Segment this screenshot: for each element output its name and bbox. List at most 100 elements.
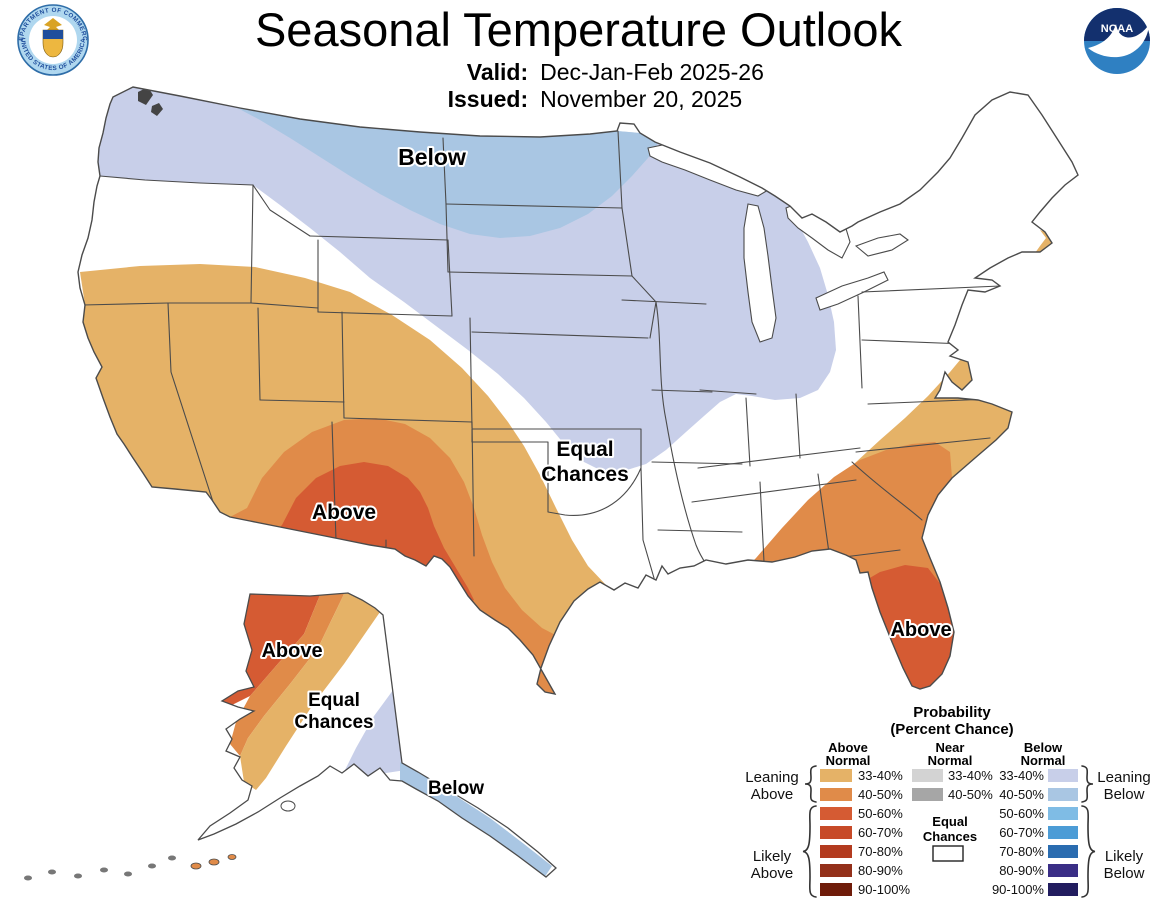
range-near-40-50: 40-50% [948,787,993,802]
range-below-60-70: 60-70% [999,825,1044,840]
doc-seal-eagle [44,18,62,31]
brace-likely-above [802,805,817,898]
noaa-logo-icon: NOAA [1084,8,1150,74]
brace-leaning-above [804,765,817,803]
range-below-40-50: 40-50% [999,787,1044,802]
swatch-above-50-60 [820,807,852,820]
range-above-80-90: 80-90% [858,863,903,878]
legend-near-rows: 33-40% 40-50% [912,768,993,802]
ak-below-40-50-panhandle-region [400,762,552,877]
swatch-below-60-70 [1048,826,1078,839]
legend-col-near-line2: Normal [928,753,973,768]
label-ak-equal-line1: Equal [308,690,360,711]
valid-row: Valid: Dec-Jan-Feb 2025-26 [436,59,764,85]
ak-below-33-40-region [340,686,406,780]
legend-col-below-line2: Normal [1021,753,1066,768]
swatch-above-33-40 [820,769,852,782]
swatch-above-80-90 [820,864,852,877]
label-ak-above: Above [261,640,322,662]
page-title: Seasonal Temperature Outlook [254,3,903,56]
swatch-below-80-90 [1048,864,1078,877]
legend-leaning-below-line2: Below [1104,786,1145,803]
range-below-33-40: 33-40% [999,768,1044,783]
range-above-90-100: 90-100% [858,882,910,897]
conus-above-33-40-region [80,230,1052,694]
label-conus-above-sw: Above [312,501,376,524]
brace-leaning-below [1081,765,1094,803]
state-boundaries [82,130,1015,579]
noaa-logo-text: NOAA [1101,23,1133,35]
label-ak-below: Below [428,778,484,799]
range-near-33-40: 33-40% [948,768,993,783]
legend-likely-below-line2: Below [1104,865,1145,882]
legend-leaning-below-line1: Leaning [1097,769,1150,786]
label-conus-equal-line1: Equal [556,438,613,461]
swatch-above-70-80 [820,845,852,858]
swatch-above-60-70 [820,826,852,839]
swatch-near-40-50 [912,788,943,801]
lake-michigan [743,203,777,343]
legend-below-rows: 33-40% 40-50% 50-60% 60-70% 70-80% 80-90… [992,768,1078,897]
issued-row: Issued: November 20, 2025 [436,86,764,112]
lake-ontario [854,233,909,257]
conus-below-33-40-region [98,87,836,471]
legend-equal-chances-box [932,845,964,862]
range-below-50-60: 50-60% [999,806,1044,821]
ak-above-40-50-region [230,593,345,756]
valid-label: Valid: [466,59,529,85]
legend-col-near-line1: Near [936,740,965,755]
noaa-logo-top-half [1084,8,1150,41]
legend-title-line1: Probability [913,704,991,721]
noaa-logo-bird [1088,24,1149,58]
legend: Probability (Percent Chance) Above Norma… [745,704,1151,898]
range-above-33-40: 33-40% [858,768,903,783]
legend-leaning-above-line1: Leaning [745,769,798,786]
meta-block: Valid: Dec-Jan-Feb 2025-26 Issued: Novem… [436,59,764,113]
label-conus-below: Below [398,144,466,170]
puget-sound-islands [138,87,163,116]
range-below-70-80: 70-80% [999,844,1044,859]
valid-value: Dec-Jan-Feb 2025-26 [540,59,764,85]
legend-likely-above-line1: Likely [753,848,792,865]
swatch-above-40-50 [820,788,852,801]
swatch-below-50-60 [1048,807,1078,820]
conus-above-50-60-fl-region [856,565,958,694]
swatch-above-90-100 [820,883,852,896]
legend-braces [802,765,1096,898]
range-below-80-90: 80-90% [999,863,1044,878]
swatch-below-40-50 [1048,788,1078,801]
doc-seal-shield-chief [43,30,63,39]
range-above-50-60: 50-60% [858,806,903,821]
legend-col-above-line1: Above [828,740,868,755]
legend-title-line2: (Percent Chance) [890,721,1013,738]
label-conus-above-fl: Above [890,619,951,641]
issued-value: November 20, 2025 [540,86,743,112]
issued-label: Issued: [447,86,529,112]
legend-equal-line1: Equal [932,814,967,829]
legend-likely-above-line2: Above [751,865,794,882]
swatch-near-33-40 [912,769,943,782]
legend-col-above-line2: Normal [826,753,871,768]
label-conus-equal-line2: Chances [541,463,629,486]
range-above-70-80: 70-80% [858,844,903,859]
ak-above-33-40-region [240,593,380,790]
swatch-below-33-40 [1048,769,1078,782]
legend-above-rows: 33-40% 40-50% 50-60% 60-70% 70-80% 80-90… [820,768,910,897]
swatch-below-70-80 [1048,845,1078,858]
conus-below-40-50-region [175,92,658,238]
range-below-90-100: 90-100% [992,882,1044,897]
aleutian-islands [24,800,296,881]
range-above-40-50: 40-50% [858,787,903,802]
range-above-60-70: 60-70% [858,825,903,840]
legend-col-below-line1: Below [1024,740,1063,755]
legend-leaning-above-line2: Above [751,786,794,803]
legend-equal-line2: Chances [923,829,977,844]
label-ak-equal-line2: Chances [294,712,373,733]
swatch-below-90-100 [1048,883,1078,896]
lake-erie [815,271,889,311]
brace-likely-below [1081,805,1096,898]
legend-likely-below-line1: Likely [1105,848,1144,865]
doc-seal-icon: DEPARTMENT OF COMMERCE UNITED STATES OF … [15,2,89,76]
